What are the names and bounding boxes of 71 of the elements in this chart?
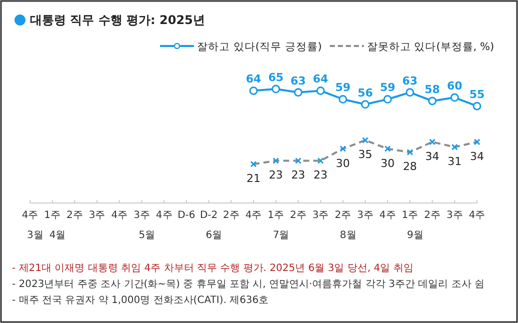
point <box>406 88 414 97</box>
point <box>361 100 370 109</box>
data-label: 23 <box>268 168 283 182</box>
point <box>451 144 458 150</box>
text: - 2023년부터 주중 조사 기간(화~목) 중 휴무일 포함 시, 연말연시·여름휴가철 각각 3주간 데일리 조사 쉼 <box>12 279 484 290</box>
x-tick-label: 4주 <box>468 210 486 221</box>
data-label: 34 <box>425 150 440 163</box>
x-tick-label: D-2 6월 <box>200 210 222 241</box>
data-label: 23 <box>291 168 306 182</box>
data-label: 23 <box>314 168 328 182</box>
point <box>317 157 324 164</box>
data-label: 30 <box>380 156 395 170</box>
x-tick-label: D-6 <box>178 210 196 221</box>
x-tick-label: 1주 9월 <box>402 210 424 241</box>
data-label: 28 <box>402 160 417 174</box>
data-label: 31 <box>448 155 462 168</box>
x-tick-label: 3주 <box>446 210 463 221</box>
x-tick-label: 2주 <box>290 210 306 221</box>
point <box>406 148 414 156</box>
point <box>338 94 348 104</box>
x-tick-label: 4주 <box>156 210 172 221</box>
point <box>340 146 346 152</box>
point <box>428 96 437 106</box>
point <box>294 157 302 164</box>
data-label: 65 <box>268 71 284 84</box>
x-tick-label: 4주 <box>245 210 262 221</box>
data-label: 59 <box>380 81 396 94</box>
x-tick-label: 3주 <box>312 210 329 221</box>
data-label: 35 <box>358 148 372 162</box>
data-label: 34 <box>470 150 484 163</box>
legend-label: 잘하고 있다(직무 긍정률) <box>197 41 322 53</box>
point <box>294 88 302 97</box>
point <box>249 86 258 95</box>
point <box>250 160 257 168</box>
x-tick-label: 1주 7월 <box>268 210 290 241</box>
data-label: 60 <box>446 80 463 93</box>
x-tick-label: 3주 <box>88 210 106 221</box>
x-tick-label: 3주 <box>357 210 374 221</box>
x-tick-label: 2주 <box>66 210 83 221</box>
data-label: 63 <box>290 74 306 88</box>
x-tick-label: 4주 <box>379 210 396 221</box>
x-tick-label: 1주 4월 <box>44 210 66 241</box>
text: - 제21대 이재명 대통령 취임 4주 차부터 직무 수행 평가. 2025년 6월 3일 당선, 4일 취임 <box>12 263 414 274</box>
point <box>362 136 368 144</box>
data-label: 55 <box>469 88 485 102</box>
point <box>316 86 325 95</box>
data-label: 64 <box>246 72 262 86</box>
point <box>272 84 280 94</box>
data-label: 56 <box>358 86 374 100</box>
x-tick-label: 4주 3월 <box>22 210 44 241</box>
data-label: 63 <box>402 74 418 88</box>
legend-label: 잘못하고 있다(부정률, %) <box>366 41 494 53</box>
x-tick-label: 2주 <box>424 210 440 221</box>
text: - 매주 전국 유권자 약 1,000명 전화조사(CATI). 제636호 <box>12 295 269 306</box>
point <box>272 157 280 164</box>
data-label: 58 <box>424 82 440 96</box>
data-label: 59 <box>335 81 351 94</box>
data-label: 30 <box>336 156 350 170</box>
x-tick-label: 4주 <box>111 210 128 221</box>
data-label: 21 <box>246 172 260 186</box>
point <box>384 146 391 152</box>
x-tick-label: 2주 <box>222 210 240 221</box>
point <box>474 138 480 146</box>
x-tick-label: 3주 5월 <box>134 210 156 241</box>
point <box>472 102 482 110</box>
chart-title: 대통령 직무 수행 평가: 2025년 <box>30 13 205 27</box>
data-label: 64 <box>312 72 329 86</box>
point <box>450 93 459 102</box>
x-tick-label: 2주 8월 <box>334 210 356 241</box>
point <box>383 94 392 104</box>
point <box>429 138 436 146</box>
